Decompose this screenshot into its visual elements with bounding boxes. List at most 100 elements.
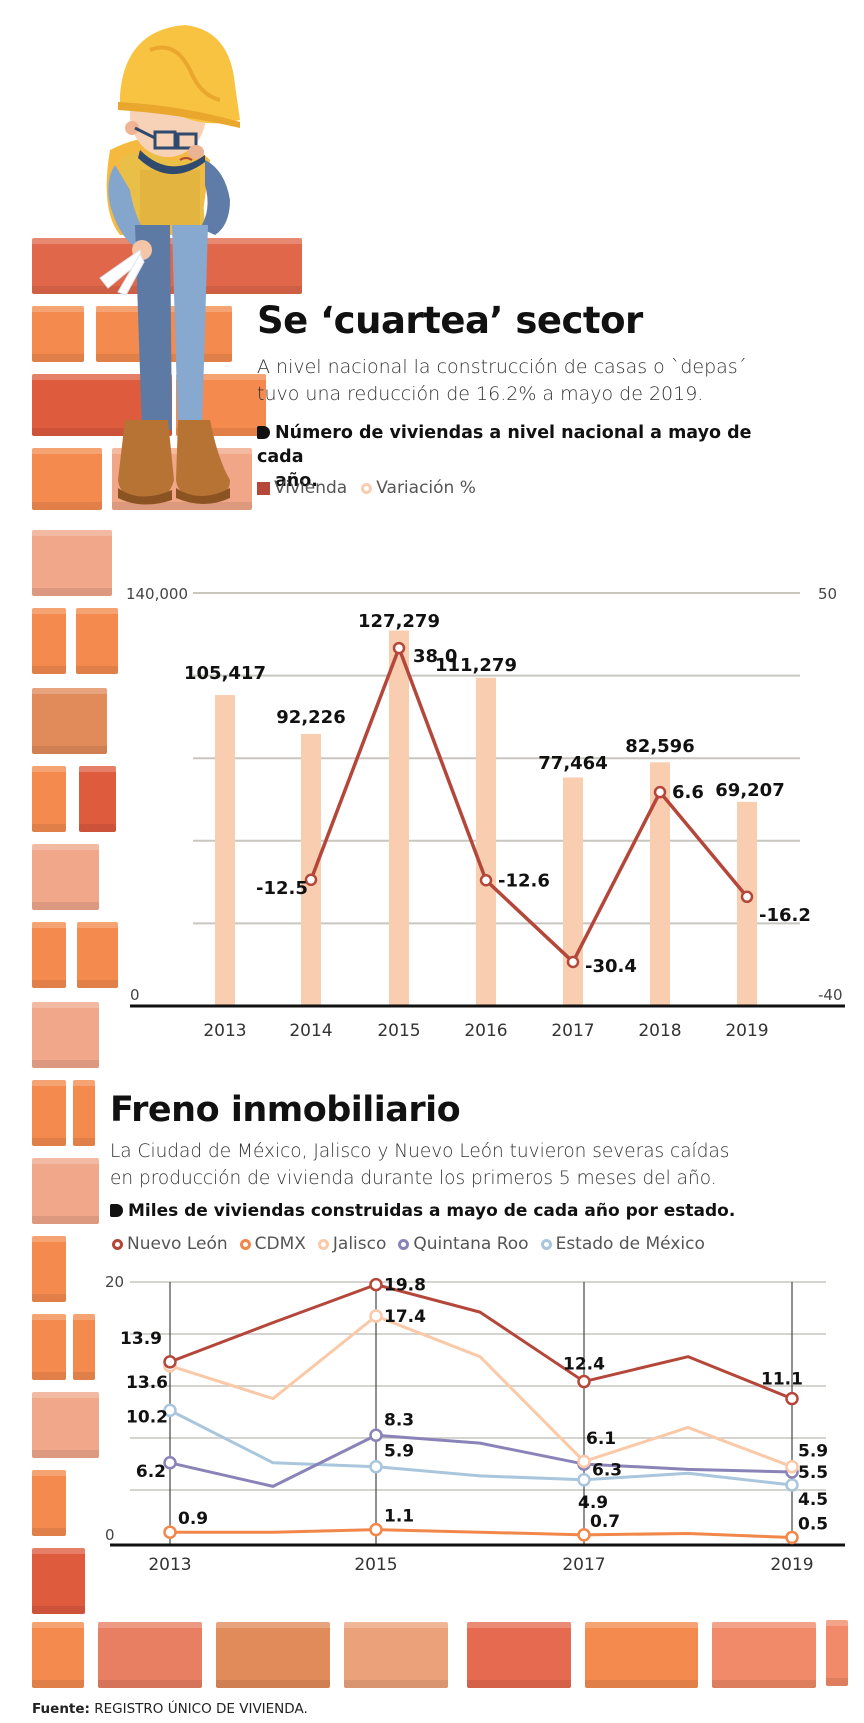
- brick: [32, 1158, 99, 1224]
- legend-item-variacion: Variación %: [361, 478, 476, 498]
- line-nuevo-león: [169, 1283, 793, 1400]
- x-tick-label: 2016: [464, 1021, 507, 1041]
- line-point-marker: [566, 955, 580, 969]
- line-point-marker: [785, 1391, 799, 1406]
- ring-swatch-icon: [112, 1238, 123, 1250]
- brick: [73, 1080, 95, 1146]
- x-tick-label: 2013: [203, 1021, 246, 1041]
- bar-value-label: 69,207: [715, 780, 784, 801]
- section1-subhead-line1: Número de viviendas a nivel nacional a m…: [257, 423, 752, 467]
- line-point-marker: [163, 1525, 177, 1539]
- point-value-label: 1.1: [384, 1507, 414, 1527]
- point-value-label: 0.9: [178, 1509, 208, 1529]
- line-value-label: 38.0: [413, 646, 457, 667]
- brick: [712, 1622, 816, 1688]
- point-value-label: 8.3: [384, 1410, 414, 1430]
- brick: [32, 1236, 66, 1302]
- brick: [32, 1392, 99, 1458]
- line-point-marker: [653, 785, 667, 799]
- line-point-marker: [392, 641, 406, 655]
- brick: [32, 1470, 66, 1536]
- line-point-marker: [163, 1355, 177, 1369]
- brick: [32, 688, 107, 754]
- section2-title: Freno inmobiliario: [110, 1090, 461, 1130]
- line-point-marker: [785, 1459, 799, 1474]
- brick: [32, 530, 112, 596]
- line-point-marker: [577, 1473, 591, 1487]
- brick: [79, 766, 116, 832]
- legend-item-jalisco: Jalisco: [317, 1234, 387, 1254]
- line-jalisco: [169, 1314, 793, 1469]
- point-value-label: 4.5: [798, 1490, 828, 1510]
- brick: [32, 922, 66, 988]
- legend-label: Vivienda: [274, 478, 348, 498]
- point-value-label: 17.4: [384, 1307, 426, 1327]
- bar-value-label: 77,464: [538, 753, 607, 774]
- brick: [98, 1622, 202, 1688]
- bar-vivienda: [650, 762, 670, 1006]
- bar-vivienda: [476, 677, 496, 1006]
- section2-subhead: Miles de viviendas construidas a mayo de…: [110, 1199, 735, 1223]
- section2-lead-line2: en producción de vivienda durante los pr…: [110, 1168, 717, 1189]
- brick: [32, 1314, 66, 1380]
- construction-worker-illustration: [99, 25, 240, 505]
- line-point-marker: [577, 1374, 591, 1389]
- point-value-label: 6.3: [592, 1460, 622, 1480]
- legend-item-estado-de-mexico: Estado de México: [540, 1234, 705, 1254]
- line-point-marker: [785, 1530, 799, 1545]
- y-tick-label: 0: [105, 1526, 115, 1544]
- brick: [32, 608, 66, 674]
- source-label: Fuente:: [32, 1701, 90, 1717]
- ring-swatch-icon: [239, 1238, 251, 1250]
- line-point-marker: [479, 874, 493, 887]
- line-value-label: -30.4: [585, 956, 637, 977]
- brick: [344, 1622, 448, 1688]
- brick: [32, 306, 84, 362]
- x-tick-label: 2017: [562, 1555, 605, 1575]
- brick: [216, 1622, 330, 1688]
- brick: [77, 922, 118, 988]
- legend-label: Jalisco: [332, 1234, 387, 1254]
- source-note: Fuente: REGISTRO ÚNICO DE VIVIENDA.: [32, 1701, 308, 1717]
- point-value-label: 5.9: [384, 1442, 414, 1462]
- y-right-tick-label: 50: [818, 585, 837, 603]
- line-point-marker: [577, 1454, 591, 1469]
- legend-label: Nuevo León: [127, 1234, 228, 1254]
- line-cdmx: [170, 1528, 793, 1539]
- line-point-marker: [369, 1277, 383, 1292]
- point-value-label: 6.1: [586, 1429, 616, 1449]
- line-value-label: -12.6: [498, 870, 550, 891]
- legend-label: CDMX: [254, 1234, 306, 1254]
- legend-label: Quintana Roo: [413, 1234, 529, 1254]
- x-tick-label: 2013: [148, 1555, 191, 1575]
- line-value-label: -16.2: [759, 905, 811, 926]
- legend-item-quintana-roo: Quintana Roo: [398, 1234, 529, 1254]
- section1-lead-line1: A nivel nacional la construcción de casa…: [257, 356, 747, 378]
- line-point-marker: [163, 1456, 177, 1470]
- brick: [32, 1622, 84, 1688]
- y-right-tick-label: -40: [818, 986, 843, 1004]
- point-value-label: 6.2: [136, 1462, 166, 1482]
- brick: [32, 448, 102, 510]
- point-value-label: 4.9: [578, 1493, 608, 1513]
- chart2-legend: Nuevo León CDMX Jalisco Quintana Roo Est…: [112, 1234, 705, 1254]
- point-value-label: 10.2: [126, 1407, 168, 1427]
- ring-swatch-icon: [540, 1238, 552, 1250]
- bar-vivienda: [737, 801, 757, 1006]
- legend-item-nuevo-leon: Nuevo León: [112, 1234, 228, 1254]
- point-value-label: 11.1: [761, 1370, 803, 1390]
- line-point-marker: [785, 1478, 799, 1492]
- brick: [73, 1314, 95, 1380]
- legend-item-cdmx: CDMX: [239, 1234, 306, 1254]
- ring-swatch-icon: [317, 1238, 329, 1250]
- legend-label: Estado de México: [555, 1234, 705, 1254]
- x-tick-label: 2019: [770, 1555, 813, 1575]
- y-tick-label: 20: [105, 1273, 124, 1291]
- line-quintana-roo: [169, 1433, 793, 1488]
- line-point-marker: [304, 873, 318, 887]
- point-value-label: 5.5: [798, 1463, 828, 1483]
- bar-vivienda: [301, 733, 321, 1006]
- chart1-legend: Vivienda Variación %: [257, 478, 476, 498]
- line-value-label: 6.6: [672, 782, 704, 803]
